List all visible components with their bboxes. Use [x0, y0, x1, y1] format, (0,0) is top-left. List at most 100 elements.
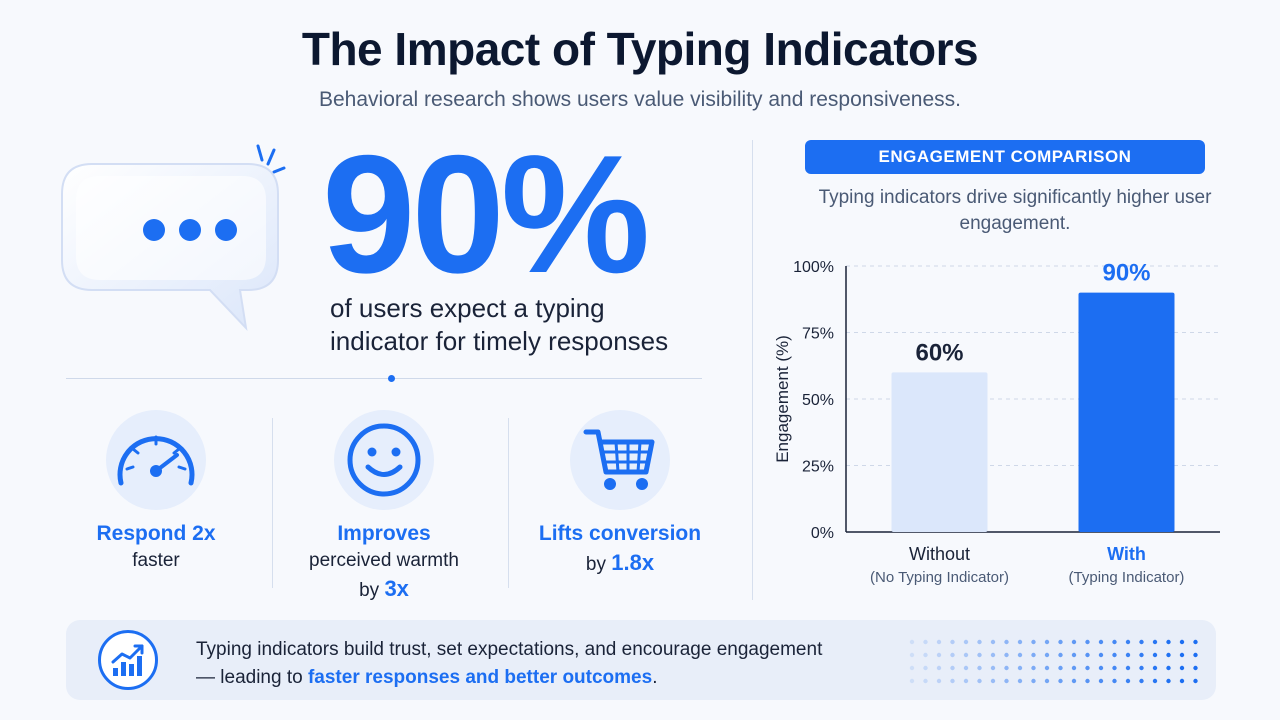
page-title: The Impact of Typing Indicators: [301, 23, 979, 75]
decorative-dot: [1152, 639, 1158, 645]
decorative-dot: [1044, 652, 1050, 658]
decorative-dot: [1125, 652, 1131, 658]
decorative-dot: [950, 652, 955, 658]
decorative-dot: [1166, 678, 1171, 684]
y-tick-label: 50%: [802, 392, 834, 409]
decorative-dot: [1031, 678, 1036, 684]
decorative-dot: [1125, 678, 1131, 684]
decorative-dot: [1071, 665, 1077, 671]
decorative-dot: [936, 639, 942, 645]
decorative-dot: [1085, 639, 1090, 645]
decorative-dot: [1085, 665, 1090, 671]
decorative-dot: [963, 652, 969, 658]
decorative-dot: [963, 678, 969, 684]
speedometer-icon: [106, 410, 206, 510]
stat-prefix: by: [585, 554, 606, 575]
decorative-dot: [1004, 678, 1009, 684]
decorative-dot: [1031, 652, 1036, 658]
decorative-dots: [909, 639, 1198, 684]
decorative-dot: [1193, 639, 1198, 645]
stat-detail: faster: [132, 550, 180, 571]
banner-text-part2: — leading to: [196, 667, 303, 688]
decorative-dot: [936, 652, 942, 658]
decorative-dot: [1125, 639, 1131, 645]
decorative-dot: [1139, 652, 1144, 658]
stat-conversion: Lifts conversion by 1.8x: [520, 410, 720, 576]
decorative-dot: [950, 639, 955, 645]
hero-stat: 90%: [322, 120, 650, 308]
decorative-dot: [1098, 665, 1104, 671]
decorative-dot: [1004, 652, 1009, 658]
decorative-dot: [1152, 652, 1158, 658]
stat-prefix: by: [359, 580, 380, 601]
decorative-dot: [990, 678, 996, 684]
decorative-dot: [1098, 652, 1104, 658]
decorative-dot: [1017, 652, 1023, 658]
decorative-dot: [1085, 678, 1090, 684]
stat-title: Respond 2x: [96, 522, 216, 545]
decorative-dot: [923, 652, 928, 658]
decorative-dot: [909, 639, 915, 645]
decorative-dot: [1044, 665, 1050, 671]
decorative-dot: [963, 665, 969, 671]
decorative-dot: [1058, 639, 1063, 645]
chart-caption: Typing indicators drive significantly hi…: [818, 187, 1212, 234]
stat-title: Lifts conversion: [538, 522, 702, 545]
decorative-dot: [1044, 678, 1050, 684]
decorative-dot: [1058, 678, 1063, 684]
decorative-dot: [1152, 678, 1158, 684]
bar: [891, 372, 988, 532]
stat-value: 3x: [384, 576, 409, 601]
banner-text-part1: Typing indicators build trust, set expec…: [196, 639, 823, 660]
decorative-dot: [936, 678, 942, 684]
decorative-dot: [1004, 665, 1009, 671]
decorative-dot: [1004, 639, 1009, 645]
decorative-dot: [923, 665, 928, 671]
bar: [1078, 292, 1175, 532]
data-label: 60%: [915, 339, 963, 366]
chat-bubble-icon: [52, 140, 292, 340]
decorative-dot: [1112, 678, 1117, 684]
decorative-dot: [1166, 652, 1171, 658]
decorative-dot: [977, 639, 982, 645]
stat-value: 1.8x: [611, 550, 655, 575]
decorative-dot: [1179, 678, 1185, 684]
decorative-dot: [1179, 639, 1185, 645]
summary-banner: Typing indicators build trust, set expec…: [66, 620, 1216, 700]
stat-warmth: Improves perceived warmth by 3x: [284, 410, 484, 602]
decorative-dot: [1017, 678, 1023, 684]
decorative-dot: [1193, 678, 1198, 684]
decorative-dot: [923, 639, 928, 645]
decorative-dot: [1139, 639, 1144, 645]
divider-dot: [388, 375, 395, 382]
decorative-dot: [977, 678, 982, 684]
decorative-dot: [1179, 665, 1185, 671]
data-label: 90%: [1102, 260, 1150, 287]
typing-dot: [215, 219, 237, 241]
stat-separator: [272, 418, 273, 588]
decorative-dot: [1044, 639, 1050, 645]
decorative-dot: [1112, 639, 1117, 645]
vertical-divider: [752, 140, 753, 600]
decorative-dot: [963, 639, 969, 645]
decorative-dot: [1193, 652, 1198, 658]
hero-description: of users expect a typing indicator for t…: [330, 293, 669, 356]
decorative-dot: [990, 652, 996, 658]
decorative-dot: [1058, 665, 1063, 671]
decorative-dot: [1193, 665, 1198, 671]
decorative-dot: [977, 652, 982, 658]
decorative-dot: [1139, 665, 1144, 671]
decorative-dot: [1071, 639, 1077, 645]
y-axis-label: Engagement (%): [773, 335, 792, 463]
decorative-dot: [1112, 652, 1117, 658]
decorative-dot: [1166, 639, 1171, 645]
stat-title: Improves: [337, 522, 431, 545]
decorative-dot: [1017, 639, 1023, 645]
decorative-dot: [1071, 652, 1077, 658]
decorative-dot: [923, 678, 928, 684]
chart-header: ENGAGEMENT COMPARISON: [805, 140, 1205, 174]
decorative-dot: [1179, 652, 1185, 658]
banner-highlight: faster responses and better outcomes: [307, 667, 653, 688]
stat-multiplier: by 1.8x: [520, 550, 720, 576]
x-tick-sublabel: (Typing Indicator): [1069, 569, 1185, 586]
